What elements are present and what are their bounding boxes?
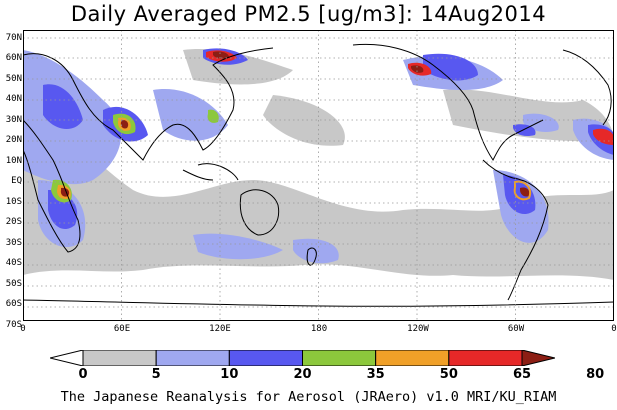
lat-label-50n: 50N xyxy=(5,73,22,84)
footer-credit: The Japanese Reanalysis for Aerosol (JRA… xyxy=(60,389,557,405)
colorbar-label-20: 20 xyxy=(293,367,312,382)
colorbar-box-6 xyxy=(448,350,523,366)
colorbar-boxes xyxy=(82,350,523,366)
colorbar-box-2 xyxy=(155,350,230,366)
lat-label-40n: 40N xyxy=(5,94,22,105)
lat-label-70s: 70S xyxy=(5,319,22,330)
map-canvas xyxy=(23,30,614,321)
lat-label-60s: 60S xyxy=(5,299,22,310)
lat-label-50s: 50S xyxy=(5,278,22,289)
colorbar xyxy=(50,350,555,366)
lat-label-40s: 40S xyxy=(5,258,22,269)
lat-label-30s: 30S xyxy=(5,237,22,248)
map-title: Daily Averaged PM2.5 [ug/m3]: 14Aug2014 xyxy=(70,2,547,26)
lat-label-20n: 20N xyxy=(5,135,22,146)
lon-label-1: 60E xyxy=(113,324,131,334)
lon-label-2: 120E xyxy=(209,324,231,334)
colorbar-box-1 xyxy=(82,350,157,366)
colorbar-box-3 xyxy=(228,350,303,366)
colorbar-label-50: 50 xyxy=(439,367,458,382)
colorbar-label-35: 35 xyxy=(366,367,385,382)
pm25-band-35-80 xyxy=(51,50,614,203)
lat-label-10n: 10N xyxy=(5,155,22,166)
pm25-map xyxy=(23,30,614,321)
lat-label-70n: 70N xyxy=(5,33,22,43)
map-gridlines xyxy=(23,30,614,321)
lon-label-6: 0 xyxy=(611,324,617,334)
map-border xyxy=(23,30,614,321)
colorbar-max-arrow xyxy=(521,350,555,366)
colorbar-min-arrow xyxy=(50,350,84,366)
lat-label-eq: EQ xyxy=(11,176,22,187)
colorbar-label-10: 10 xyxy=(220,367,239,382)
colorbar-label-0: 0 xyxy=(78,367,88,382)
lon-label-5: 60W xyxy=(507,324,525,334)
lon-label-3: 180 xyxy=(310,324,328,334)
lat-label-30n: 30N xyxy=(5,114,22,125)
colorbar-label-80: 80 xyxy=(586,367,605,382)
colorbar-label-5: 5 xyxy=(151,367,161,382)
lat-label-20s: 20S xyxy=(5,217,22,228)
colorbar-box-4 xyxy=(302,350,377,366)
lon-label-4: 120W xyxy=(407,324,429,334)
lat-label-10s: 10S xyxy=(5,196,22,207)
colorbar-label-65: 65 xyxy=(512,367,532,382)
colorbar-box-5 xyxy=(375,350,450,366)
lon-label-0: 0 xyxy=(20,324,26,334)
coastlines xyxy=(23,43,614,307)
lat-label-60n: 60N xyxy=(5,53,22,64)
